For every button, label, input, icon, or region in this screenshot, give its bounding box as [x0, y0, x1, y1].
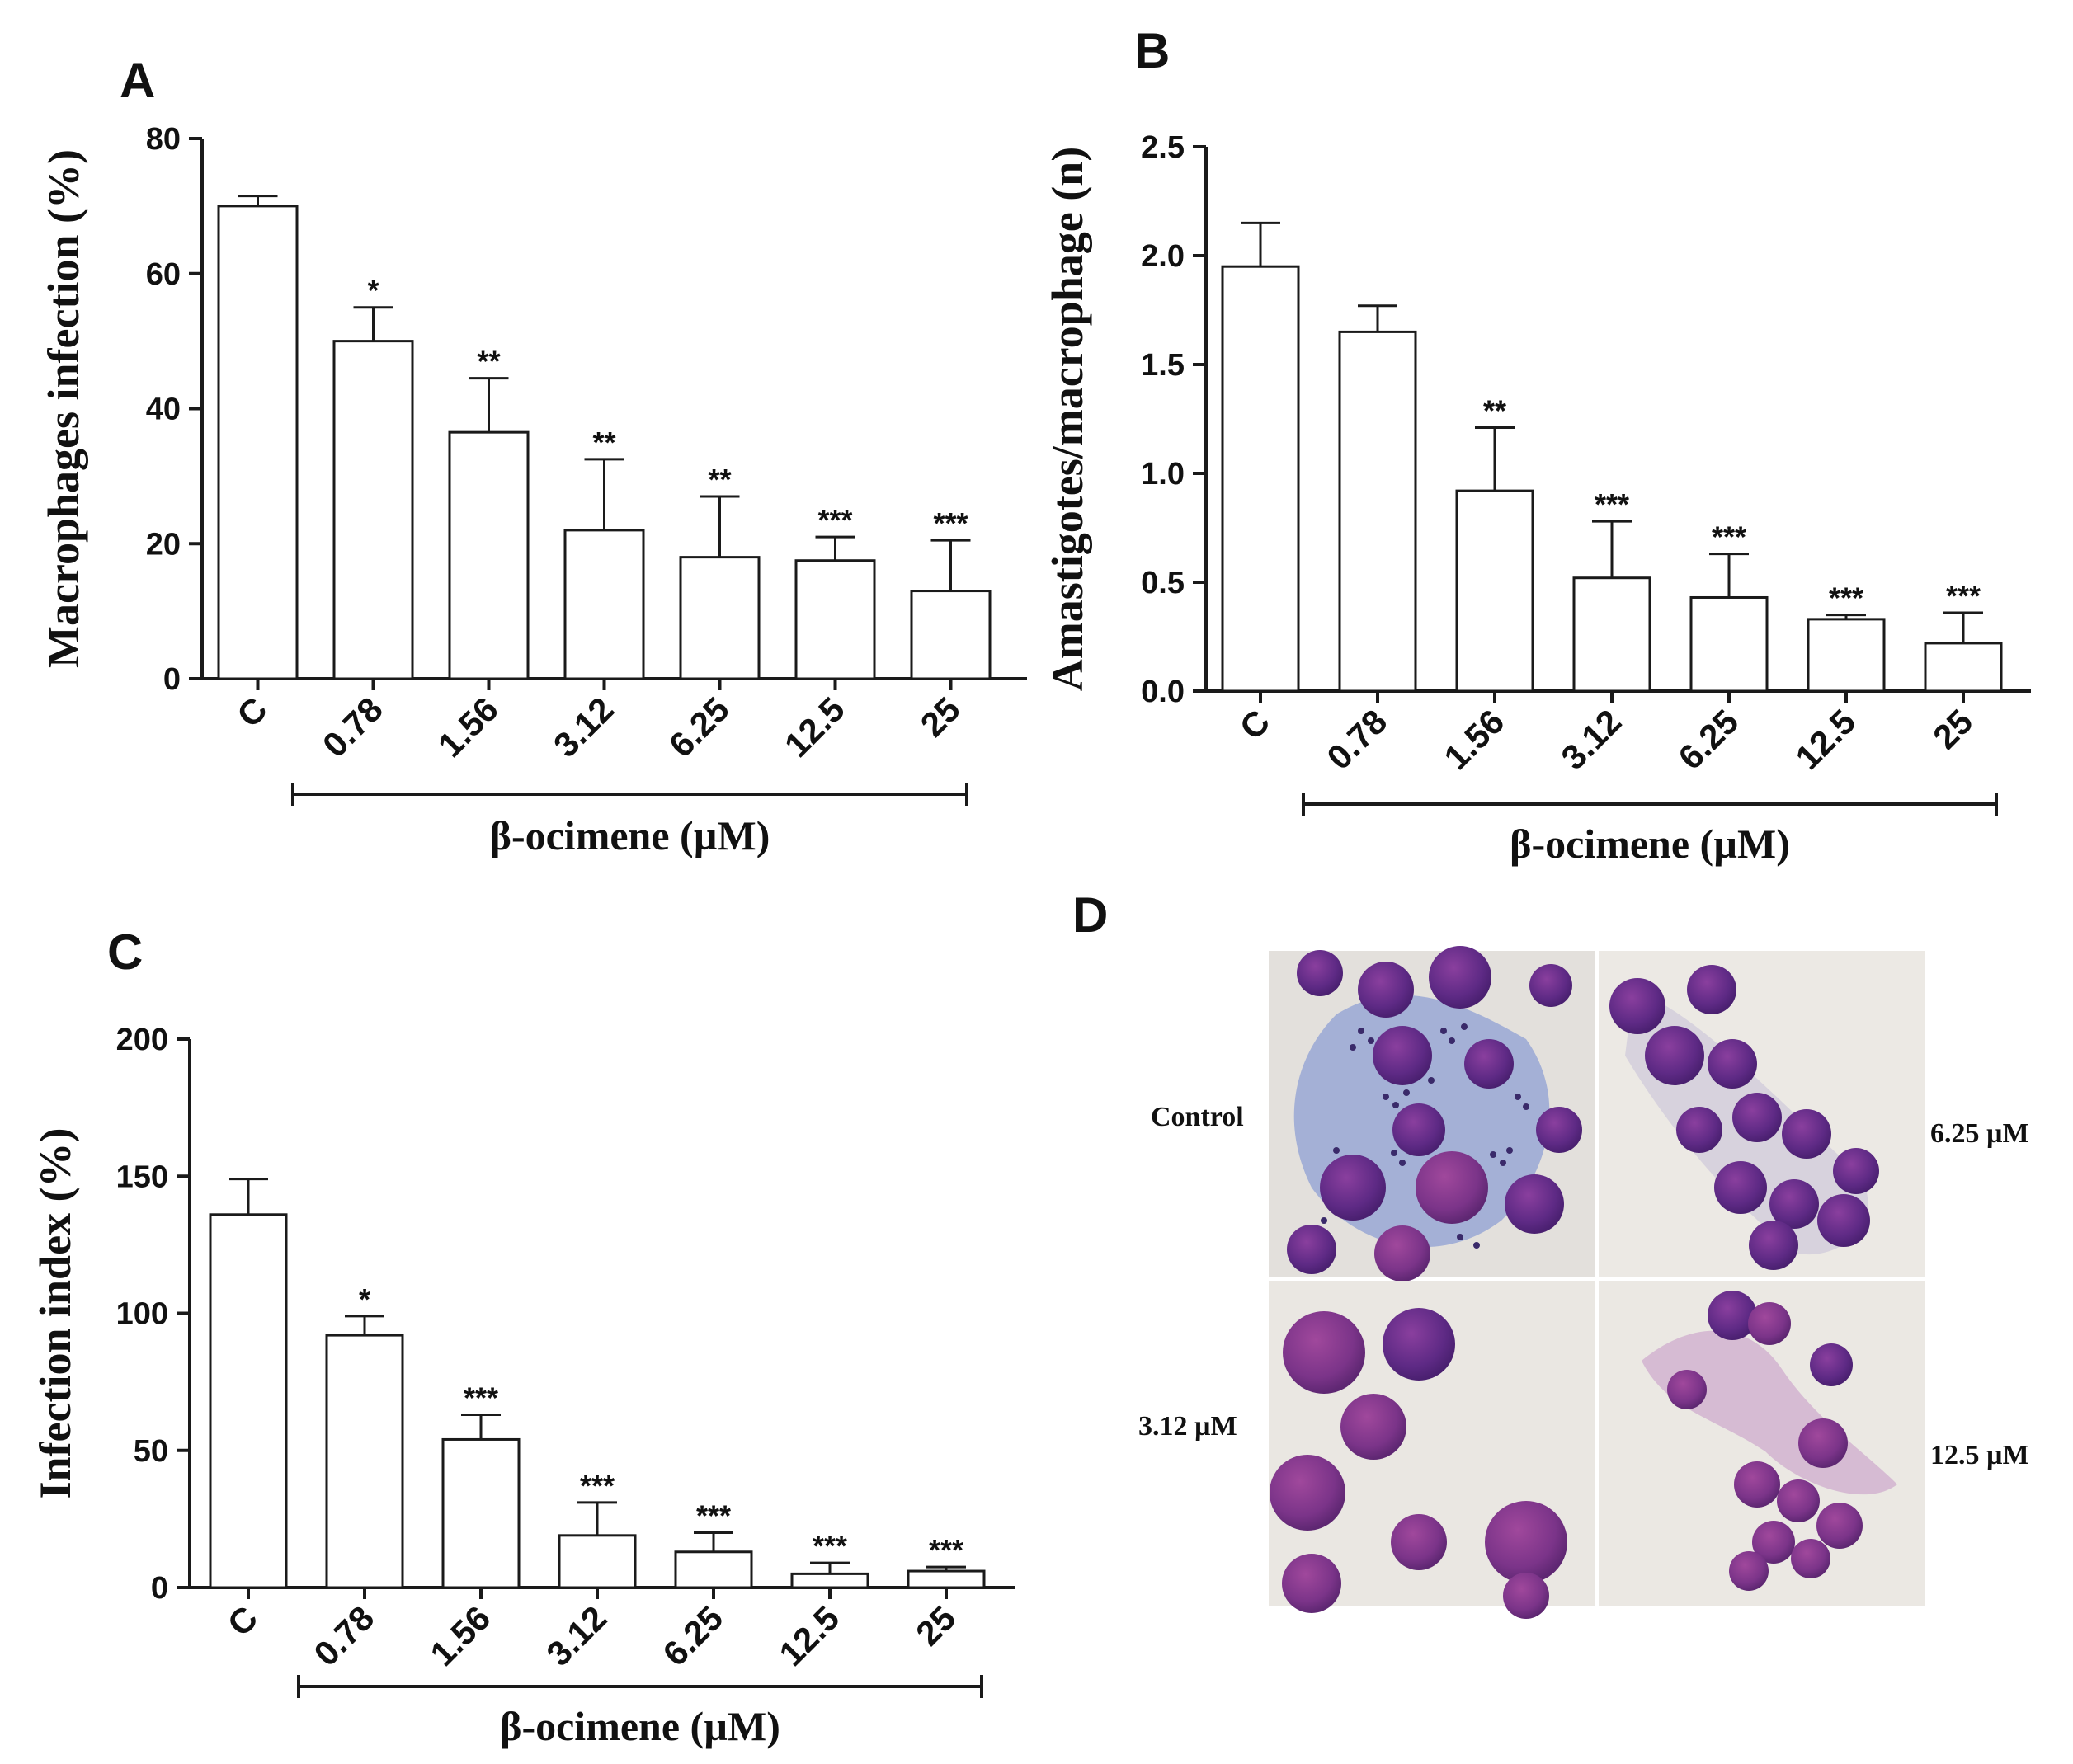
y-tick-label-a: 20 [146, 527, 181, 562]
significance-b-6: *** [1946, 579, 1981, 613]
y-axis-label-c: Infection index (%) [31, 1128, 80, 1499]
bar-c-1 [325, 1334, 404, 1589]
bar-b-6 [1924, 642, 2003, 693]
x-tick-label-b-5: 12.5 [1788, 702, 1863, 777]
micrograph-panel-d: Control 6.25 µM 3.12 µM 12.5 µM [1138, 946, 2029, 1619]
bar-a-2 [448, 430, 530, 680]
bar-b-3 [1572, 576, 1651, 693]
x-axis-label-c: β-ocimene (µM) [500, 1703, 780, 1749]
panel-letter-c: C [107, 924, 143, 980]
chart-panel-c: 0 50 100 150 200 C * 0.78 *** 1.56 *** 3.12 *** 6.25 *… [31, 1023, 1015, 1749]
bar-b-0 [1221, 265, 1300, 693]
y-tick-label-c: 50 [134, 1434, 168, 1469]
x-tick-label-a-2: 1.56 [431, 689, 506, 764]
micrograph-label-control: Control [1151, 1102, 1244, 1132]
significance-b-2: ** [1483, 394, 1506, 428]
x-tick-label-c-6: 25 [908, 1598, 963, 1653]
bar-b-5 [1807, 618, 1886, 693]
bar-b-2 [1455, 489, 1534, 693]
bar-c-6 [907, 1569, 986, 1589]
x-tick-label-a-1: 0.78 [315, 689, 390, 764]
significance-b-3: *** [1595, 487, 1629, 521]
panel-letter-d: D [1072, 887, 1108, 943]
micrograph-label-3-12: 3.12 µM [1138, 1411, 1237, 1442]
x-tick-label-c-3: 3.12 [539, 1598, 614, 1673]
chart-panel-b: 0.0 0.5 1.0 1.5 2.0 2.5 C 0.78 ** 1.56 *** 3.12 *** 6… [1043, 130, 2031, 867]
y-tick-label-b: 2.5 [1141, 130, 1185, 165]
significance-a-5: *** [817, 503, 852, 537]
x-tick-label-c-5: 12.5 [771, 1598, 846, 1673]
y-tick-label-b: 0.5 [1141, 566, 1185, 600]
y-tick-label-b: 1.5 [1141, 348, 1185, 383]
bar-c-3 [558, 1534, 637, 1589]
significance-c-6: *** [929, 1533, 963, 1567]
micrograph-label-6-25: 6.25 µM [1930, 1118, 2029, 1149]
bar-c-0 [209, 1213, 288, 1589]
significance-c-1: * [359, 1282, 370, 1316]
panel-letter-b: B [1134, 23, 1170, 78]
significance-c-4: *** [696, 1499, 731, 1533]
bar-a-0 [217, 205, 299, 680]
x-tick-label-c-2: 1.56 [422, 1598, 497, 1673]
y-tick-label-c: 100 [116, 1297, 168, 1332]
bar-b-1 [1338, 330, 1417, 693]
x-tick-label-a-3: 3.12 [546, 689, 621, 764]
micrograph-3-12 [1269, 1281, 1595, 1619]
bar-a-6 [910, 590, 992, 680]
y-axis-label-a: Macrophages infection (%) [39, 149, 88, 668]
y-axis-label-b: Amastigotes/macrophage (n) [1043, 147, 1092, 691]
bar-a-3 [563, 529, 645, 680]
significance-c-3: *** [580, 1469, 615, 1503]
x-axis-label-b: β-ocimene (µM) [1510, 821, 1790, 867]
x-tick-label-b-6: 25 [1925, 702, 1980, 756]
significance-a-6: *** [933, 506, 968, 540]
x-tick-label-a-6: 25 [913, 689, 968, 744]
y-tick-label-c: 0 [151, 1571, 168, 1606]
significance-b-5: *** [1829, 581, 1863, 615]
bar-a-1 [332, 340, 414, 680]
x-tick-label-c-0: C [220, 1598, 266, 1644]
y-tick-label-b: 0.0 [1141, 675, 1185, 709]
significance-a-4: ** [708, 463, 731, 496]
bar-c-5 [790, 1572, 869, 1589]
x-tick-label-c-1: 0.78 [306, 1598, 381, 1673]
chart-panel-a: 0 20 40 60 80 C * 0.78 ** 1.56 ** 3.12 ** 6.25 *** 12.5… [39, 122, 1027, 858]
bar-a-5 [794, 559, 876, 680]
y-tick-label-a: 80 [146, 122, 181, 157]
micrograph-6-25 [1599, 951, 1925, 1277]
x-tick-label-a-5: 12.5 [777, 689, 852, 764]
bar-c-4 [674, 1550, 753, 1589]
bar-a-4 [679, 556, 761, 680]
bar-c-2 [441, 1437, 521, 1589]
micrograph-label-12-5: 12.5 µM [1930, 1440, 2029, 1470]
x-tick-label-c-4: 6.25 [655, 1598, 730, 1673]
significance-c-5: *** [813, 1529, 847, 1563]
y-tick-label-a: 60 [146, 257, 181, 292]
y-tick-label-b: 1.0 [1141, 457, 1185, 492]
y-tick-label-a: 40 [146, 393, 181, 427]
x-axis-label-a: β-ocimene (µM) [490, 812, 770, 858]
significance-a-3: ** [592, 426, 615, 459]
micrograph-control [1269, 946, 1595, 1282]
x-tick-label-b-2: 1.56 [1436, 702, 1511, 777]
significance-b-4: *** [1712, 520, 1746, 554]
x-tick-label-b-3: 3.12 [1553, 702, 1628, 777]
significance-c-2: *** [464, 1381, 498, 1415]
y-tick-label-c: 200 [116, 1023, 168, 1057]
y-tick-label-b: 2.0 [1141, 239, 1185, 274]
micrograph-12-5 [1599, 1281, 1925, 1606]
x-tick-label-a-0: C [229, 689, 275, 735]
panel-letter-a: A [120, 53, 155, 108]
significance-a-1: * [367, 274, 379, 308]
y-tick-label-a: 0 [163, 662, 181, 697]
bar-b-4 [1689, 595, 1769, 693]
x-tick-label-b-0: C [1232, 702, 1278, 747]
x-tick-label-b-1: 0.78 [1319, 702, 1394, 777]
significance-a-2: ** [477, 345, 500, 379]
x-tick-label-a-4: 6.25 [662, 689, 737, 764]
x-tick-label-b-4: 6.25 [1670, 702, 1746, 777]
y-tick-label-c: 150 [116, 1160, 168, 1194]
